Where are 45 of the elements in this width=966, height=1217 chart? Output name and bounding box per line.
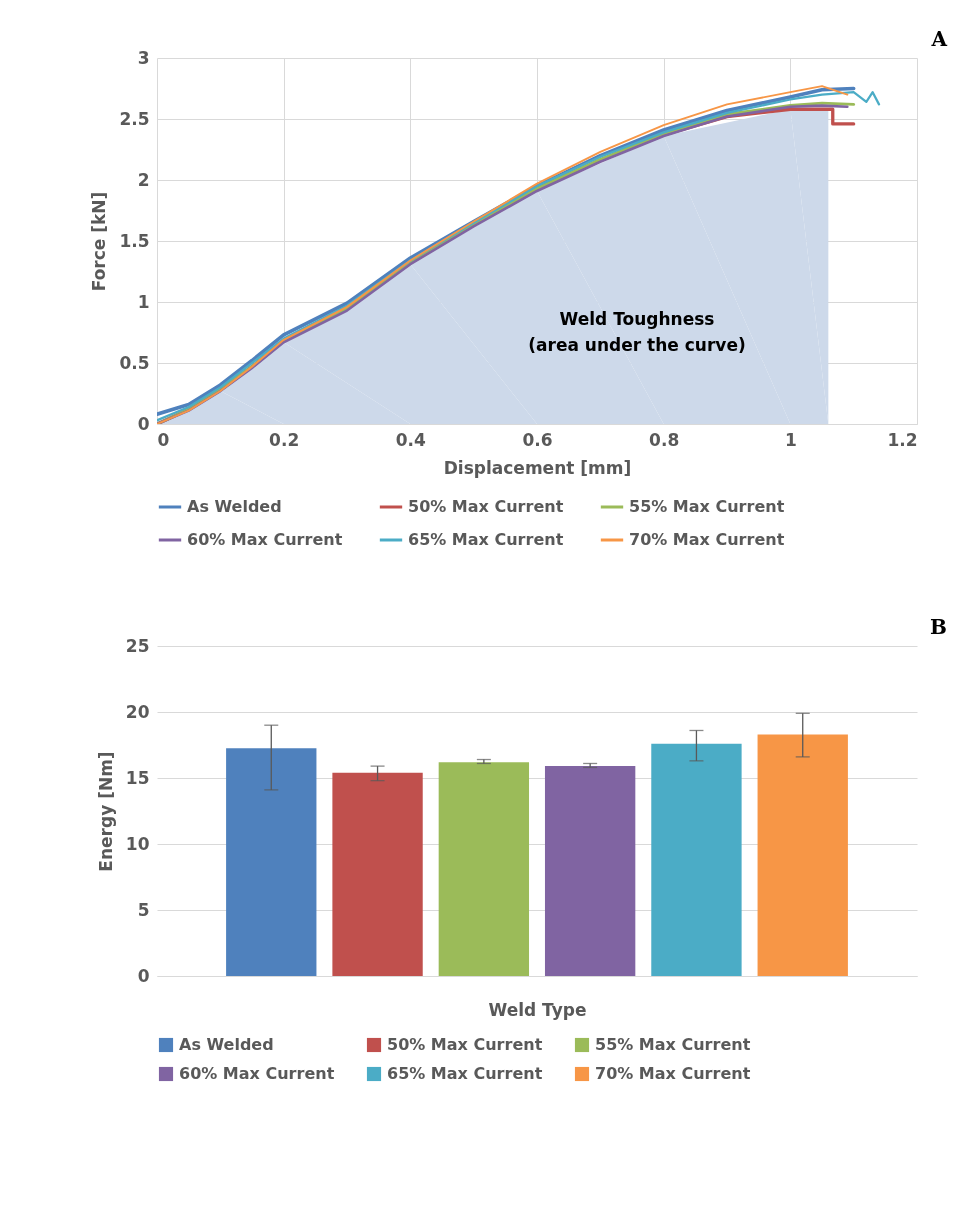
y-tick-label: 1 [137, 291, 150, 312]
legend-label: 65% Max Current [408, 530, 564, 549]
y-tick-label: 25 [125, 635, 150, 656]
y-tick-label: 5 [137, 899, 150, 920]
x-axis-title: Weld Type [488, 999, 587, 1020]
bar [544, 766, 636, 976]
legend-label: 60% Max Current [187, 530, 343, 549]
legend-label: 55% Max Current [595, 1035, 751, 1054]
bar [438, 762, 530, 976]
legend-label: As Welded [187, 497, 282, 516]
legend-label: 70% Max Current [595, 1064, 751, 1083]
x-tick-label: 0 [157, 429, 170, 450]
bar [757, 734, 848, 976]
y-tick-label: 20 [125, 701, 150, 722]
x-tick-label: 0.6 [522, 429, 553, 450]
x-axis-title: Displacement [mm] [443, 457, 632, 478]
legend-label: 70% Max Current [629, 530, 785, 549]
y-axis-title: Force [kN] [89, 191, 110, 292]
x-tick-label: 1.2 [887, 429, 918, 450]
text: B [930, 615, 947, 639]
y-tick-label: 0 [137, 413, 150, 434]
y-tick-label: 2.5 [119, 108, 150, 129]
x-tick-label: 1 [784, 429, 797, 450]
legend-label: 50% Max Current [408, 497, 564, 516]
x-tick-label: 0.2 [269, 429, 300, 450]
legend-label: 55% Max Current [629, 497, 785, 516]
legend-label: As Welded [179, 1035, 274, 1054]
text: A [930, 27, 948, 51]
y-axis-title: Energy [Nm] [95, 751, 116, 872]
bar [651, 743, 742, 976]
y-tick-label: 0 [137, 965, 150, 986]
legend-label: 65% Max Current [387, 1064, 543, 1083]
x-tick-label: 0.8 [649, 429, 680, 450]
bar [226, 748, 317, 976]
annotation: Weld Toughness (area under the curve) [528, 309, 746, 355]
y-tick-label: 10 [125, 833, 150, 854]
y-tick-label: 15 [125, 767, 150, 788]
y-tick-label: 2 [137, 169, 150, 190]
y-tick-label: 0.5 [119, 352, 150, 373]
y-tick-label: 3 [137, 47, 150, 68]
legend-label: 60% Max Current [179, 1064, 335, 1083]
x-tick-label: 0.4 [395, 429, 427, 450]
bar [332, 772, 423, 976]
y-tick-label: 1.5 [119, 230, 150, 251]
legend-label: 50% Max Current [387, 1035, 543, 1054]
